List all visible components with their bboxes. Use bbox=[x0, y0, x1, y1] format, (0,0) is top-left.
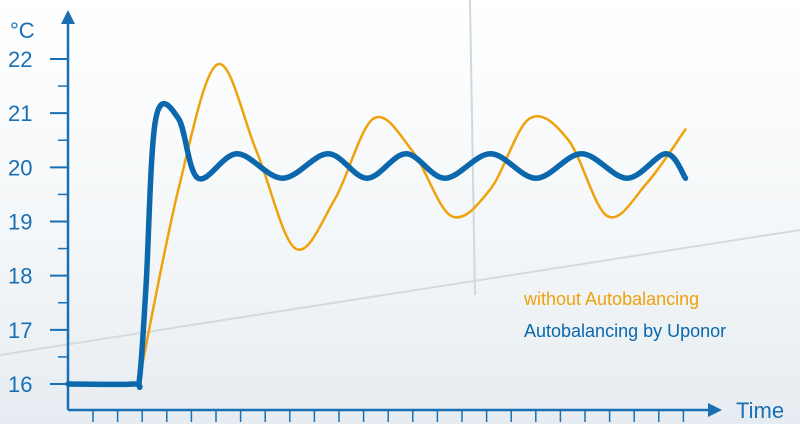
series-line-autobalancing-by-uponor bbox=[65, 100, 689, 390]
y-axis-arrow bbox=[61, 10, 75, 24]
x-ticks bbox=[92, 410, 685, 422]
background-corner-line bbox=[469, 0, 476, 296]
legend-label-without-autobalancing: without Autobalancing bbox=[523, 289, 699, 309]
y-tick-label-18: 18 bbox=[8, 264, 32, 289]
y-tick-label-21: 21 bbox=[8, 101, 32, 126]
series-line-without-autobalancing bbox=[138, 63, 687, 380]
series-layer bbox=[65, 63, 689, 390]
x-axis-label: Time bbox=[736, 398, 784, 423]
y-tick-label-22: 22 bbox=[8, 47, 32, 72]
y-tick-label-17: 17 bbox=[8, 318, 32, 343]
legend-label-autobalancing-by-uponor: Autobalancing by Uponor bbox=[524, 321, 726, 341]
background-floor-line bbox=[0, 229, 800, 356]
y-tick-label-20: 20 bbox=[8, 155, 32, 180]
y-tick-label-16: 16 bbox=[8, 372, 32, 397]
x-axis-arrow bbox=[708, 403, 722, 417]
y-ticks: 16 17 18 19 20 21 22 bbox=[8, 47, 68, 397]
y-tick-label-19: 19 bbox=[8, 210, 32, 235]
y-axis-label: °C bbox=[10, 18, 35, 43]
